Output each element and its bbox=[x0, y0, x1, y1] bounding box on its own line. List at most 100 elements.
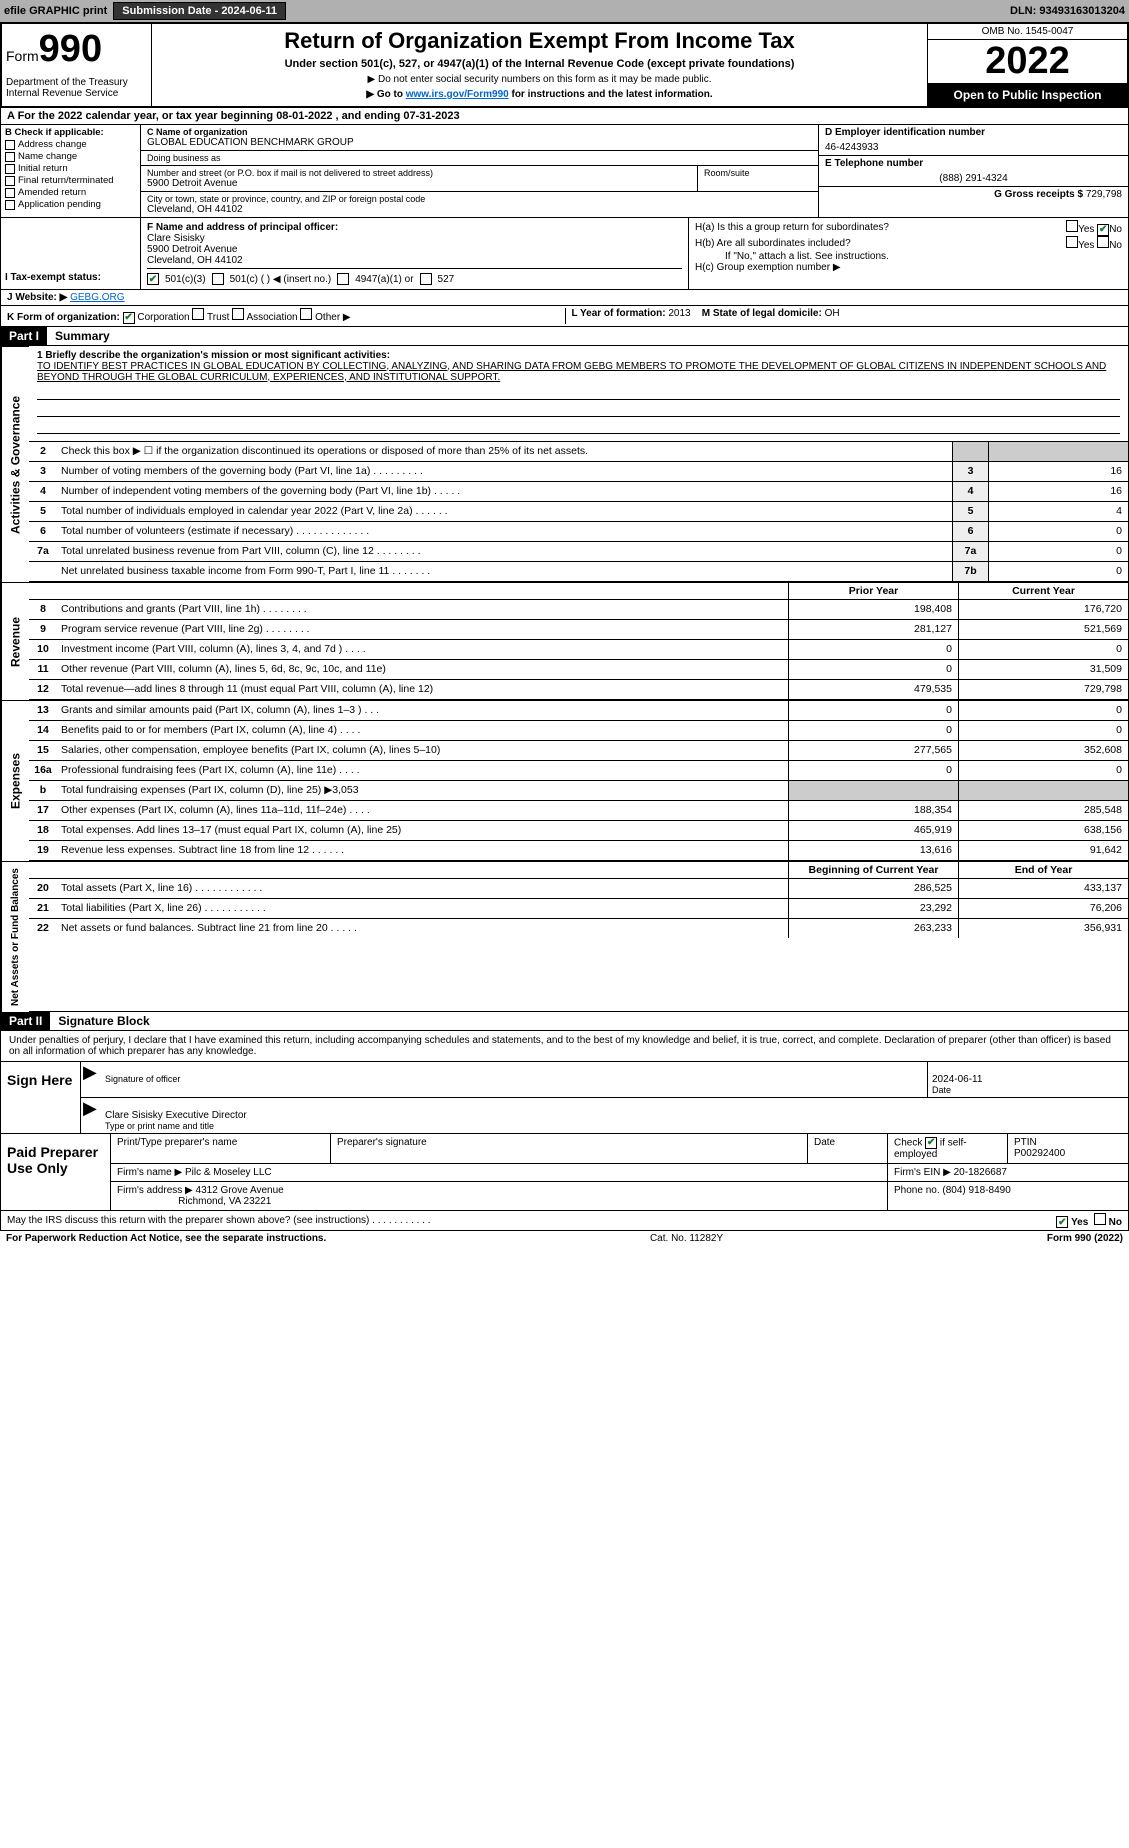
firm-addr-lbl: Firm's address ▶ bbox=[117, 1185, 193, 1196]
firm-phone-lbl: Phone no. bbox=[894, 1185, 940, 1196]
chk-assoc[interactable] bbox=[232, 308, 244, 320]
discuss-no[interactable] bbox=[1094, 1213, 1106, 1225]
chk-name[interactable]: Name change bbox=[5, 151, 136, 162]
k-lbl: K Form of organization: bbox=[7, 312, 120, 323]
irs-link[interactable]: www.irs.gov/Form990 bbox=[406, 89, 509, 100]
addr: 5900 Detroit Avenue bbox=[147, 178, 691, 189]
ha-yes[interactable] bbox=[1066, 220, 1078, 232]
sig-date-lbl: Date bbox=[932, 1085, 1124, 1095]
gross: 729,798 bbox=[1086, 189, 1122, 200]
ein: 46-4243933 bbox=[825, 142, 1122, 153]
table-row: 2Check this box ▶ ☐ if the organization … bbox=[29, 441, 1128, 461]
chk-4947[interactable] bbox=[337, 273, 349, 285]
note-pre: ▶ Go to bbox=[366, 89, 405, 100]
table-row: 15Salaries, other compensation, employee… bbox=[29, 740, 1128, 760]
chk-trust[interactable] bbox=[192, 308, 204, 320]
part2-bar: Part II Signature Block bbox=[0, 1012, 1129, 1031]
chk-address[interactable]: Address change bbox=[5, 139, 136, 150]
ein-lbl: D Employer identification number bbox=[825, 127, 1122, 138]
submission-date-btn[interactable]: Submission Date - 2024-06-11 bbox=[113, 2, 286, 20]
part2-num: Part II bbox=[1, 1012, 50, 1030]
paid-preparer: Paid Preparer Use Only Print/Type prepar… bbox=[0, 1134, 1129, 1211]
sig-decl: Under penalties of perjury, I declare th… bbox=[1, 1031, 1128, 1062]
foot-discuss: May the IRS discuss this return with the… bbox=[0, 1211, 1129, 1232]
sig-name-lbl: Type or print name and title bbox=[105, 1121, 924, 1131]
dba-lbl: Doing business as bbox=[147, 153, 812, 163]
form-number: Form990 bbox=[6, 28, 147, 71]
chk-501c[interactable] bbox=[212, 273, 224, 285]
firm-ein-lbl: Firm's EIN ▶ bbox=[894, 1167, 951, 1178]
h-group: H(a) Is this a group return for subordin… bbox=[688, 218, 1128, 289]
part1-num: Part I bbox=[1, 327, 47, 345]
l-val: 2013 bbox=[668, 308, 690, 319]
col-c: C Name of organization GLOBAL EDUCATION … bbox=[141, 125, 818, 217]
tab-governance: Activities & Governance bbox=[1, 346, 29, 582]
sig-block: Under penalties of perjury, I declare th… bbox=[0, 1031, 1129, 1134]
chk-527[interactable] bbox=[420, 273, 432, 285]
table-row: bTotal fundraising expenses (Part IX, co… bbox=[29, 780, 1128, 800]
hdr-curr: Current Year bbox=[958, 583, 1128, 599]
table-row: 20Total assets (Part X, line 16) . . . .… bbox=[29, 878, 1128, 898]
form-title: Return of Organization Exempt From Incom… bbox=[156, 28, 923, 54]
dln: DLN: 93493163013204 bbox=[1010, 5, 1125, 17]
topbar: efile GRAPHIC print Submission Date - 20… bbox=[0, 0, 1129, 22]
city: Cleveland, OH 44102 bbox=[147, 204, 812, 215]
open-public: Open to Public Inspection bbox=[928, 84, 1127, 106]
chk-pending[interactable]: Application pending bbox=[5, 199, 136, 210]
hdr-boy: Beginning of Current Year bbox=[788, 862, 958, 878]
hb-no[interactable] bbox=[1097, 236, 1109, 248]
tax-status-label: I Tax-exempt status: bbox=[1, 218, 141, 289]
l-lbl: L Year of formation: bbox=[572, 308, 669, 319]
note-ssn: ▶ Do not enter social security numbers o… bbox=[156, 74, 923, 85]
chk-self[interactable] bbox=[925, 1137, 937, 1149]
prep-date-lbl: Date bbox=[808, 1134, 888, 1163]
hb-lbl: H(b) Are all subordinates included? bbox=[695, 238, 851, 249]
table-row: 21Total liabilities (Part X, line 26) . … bbox=[29, 898, 1128, 918]
hb-note: If "No," attach a list. See instructions… bbox=[695, 251, 1122, 262]
chk-amended[interactable]: Amended return bbox=[5, 187, 136, 198]
officer-addr2: Cleveland, OH 44102 bbox=[147, 255, 682, 269]
discuss-yes[interactable] bbox=[1056, 1216, 1068, 1228]
officer-lbl: F Name and address of principal officer: bbox=[147, 222, 682, 233]
table-row: 8Contributions and grants (Part VIII, li… bbox=[29, 599, 1128, 619]
hb-yes[interactable] bbox=[1066, 236, 1078, 248]
website-lbl: J Website: ▶ bbox=[7, 292, 67, 303]
chk-initial[interactable]: Initial return bbox=[5, 163, 136, 174]
m-val: OH bbox=[825, 308, 840, 319]
form-foot: Form 990 (2022) bbox=[1047, 1233, 1123, 1244]
city-lbl: City or town, state or province, country… bbox=[147, 194, 812, 204]
part2-title: Signature Block bbox=[50, 1012, 157, 1030]
room-lbl: Room/suite bbox=[698, 166, 818, 191]
chk-501c3[interactable] bbox=[147, 273, 159, 285]
tax-year: 2022 bbox=[928, 40, 1127, 84]
tax-status-opts: 501(c)(3) 501(c) ( ) ◀ (insert no.) 4947… bbox=[147, 273, 682, 285]
table-row: 18Total expenses. Add lines 13–17 (must … bbox=[29, 820, 1128, 840]
table-row: 7aTotal unrelated business revenue from … bbox=[29, 541, 1128, 561]
chk-final[interactable]: Final return/terminated bbox=[5, 175, 136, 186]
form-num: 990 bbox=[39, 28, 102, 70]
prep-name-lbl: Print/Type preparer's name bbox=[111, 1134, 331, 1163]
prep-self: Check if self-employed bbox=[888, 1134, 1008, 1163]
website-link[interactable]: GEBG.ORG bbox=[70, 292, 124, 303]
sig-officer-lbl: Signature of officer bbox=[105, 1074, 923, 1084]
note-link: ▶ Go to www.irs.gov/Form990 for instruct… bbox=[156, 89, 923, 100]
table-row: 5Total number of individuals employed in… bbox=[29, 501, 1128, 521]
table-row: 9Program service revenue (Part VIII, lin… bbox=[29, 619, 1128, 639]
table-row: 6Total number of volunteers (estimate if… bbox=[29, 521, 1128, 541]
row-klm: K Form of organization: Corporation Trus… bbox=[0, 306, 1129, 327]
m-lbl: M State of legal domicile: bbox=[702, 308, 825, 319]
sig-name: Clare Sisisky Executive Director bbox=[105, 1110, 924, 1121]
dept: Department of the Treasury Internal Reve… bbox=[6, 71, 147, 99]
tab-expenses: Expenses bbox=[1, 700, 29, 861]
pra: For Paperwork Reduction Act Notice, see … bbox=[6, 1233, 326, 1244]
row-a: A For the 2022 calendar year, or tax yea… bbox=[0, 108, 1129, 125]
col-d: D Employer identification number 46-4243… bbox=[818, 125, 1128, 217]
chk-corp[interactable] bbox=[123, 312, 135, 324]
phone: (888) 291-4324 bbox=[825, 173, 1122, 184]
form-subtitle: Under section 501(c), 527, or 4947(a)(1)… bbox=[156, 58, 923, 70]
part1-body: Activities & Governance 1 Briefly descri… bbox=[0, 346, 1129, 1012]
chk-other[interactable] bbox=[300, 308, 312, 320]
ha-no[interactable] bbox=[1097, 224, 1109, 236]
table-row: Net unrelated business taxable income fr… bbox=[29, 561, 1128, 581]
table-row: 12Total revenue—add lines 8 through 11 (… bbox=[29, 679, 1128, 699]
